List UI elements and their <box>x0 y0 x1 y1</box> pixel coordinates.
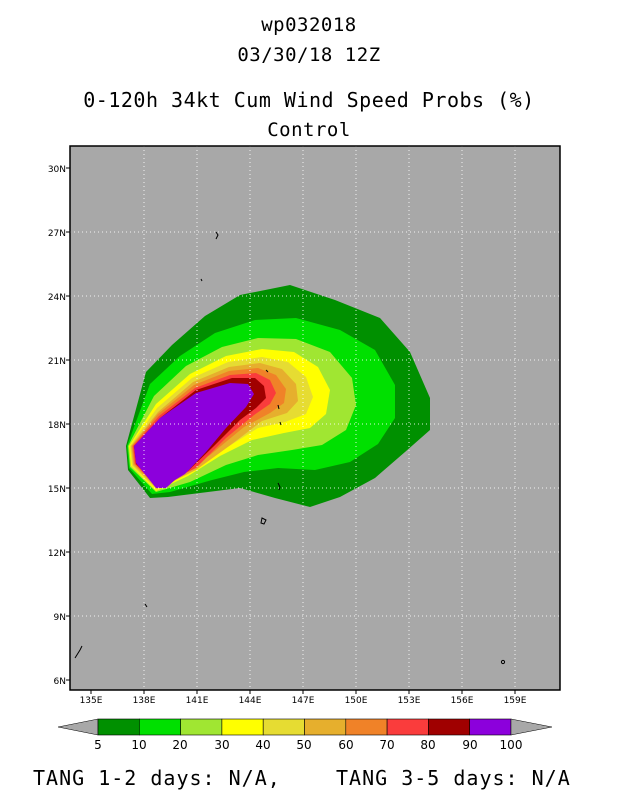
lon-label-159e: 159E <box>504 696 527 706</box>
legend-swatch-5 <box>97 718 140 736</box>
island-saipan <box>277 482 281 491</box>
model-title: Control <box>267 119 351 141</box>
legend-label-30: 30 <box>214 738 229 752</box>
lat-label-6n: 6N <box>54 677 66 687</box>
island-pohnpei <box>500 659 506 665</box>
legend-swatch-40 <box>262 718 305 736</box>
island-iwo <box>215 231 219 240</box>
legend-swatch-90 <box>469 718 512 736</box>
legend-label-100: 100 <box>500 738 523 752</box>
lat-label-21n: 21N <box>48 357 66 367</box>
axis-ticks <box>66 167 516 694</box>
lon-label-144e: 144E <box>239 696 262 706</box>
legend-swatch-20 <box>180 718 223 736</box>
island-guam <box>260 517 267 525</box>
product-title: 0-120h 34kt Cum Wind Speed Probs (%) <box>83 88 535 112</box>
legend-right-arrow <box>510 718 553 736</box>
legend-swatch-60 <box>345 718 388 736</box>
island-pagan <box>277 404 280 410</box>
lon-labels: 135E 138E 141E 144E 147E 150E 153E 156E … <box>80 696 527 706</box>
lat-label-12n: 12N <box>48 549 66 559</box>
legend-label-20: 20 <box>172 738 187 752</box>
islands <box>74 231 506 665</box>
legend-labels: 5 10 20 30 40 50 60 70 80 90 100 <box>94 738 522 752</box>
lon-label-156e: 156E <box>451 696 474 706</box>
legend-label-5: 5 <box>94 738 102 752</box>
legend-label-60: 60 <box>338 738 353 752</box>
legend-swatch-10 <box>139 718 181 736</box>
legend-swatches <box>97 718 512 736</box>
lon-label-138e: 138E <box>133 696 156 706</box>
island-minami <box>200 278 203 282</box>
legend-label-80: 80 <box>420 738 435 752</box>
grid-lines <box>70 146 560 690</box>
legend-swatch-70 <box>386 718 429 736</box>
tang-3-5-days: TANG 3-5 days: N/A <box>336 766 571 790</box>
datetime-title: 03/30/18 12Z <box>237 44 381 66</box>
lon-label-141e: 141E <box>186 696 209 706</box>
island-yap <box>144 603 148 608</box>
color-legend: 5 10 20 30 40 50 60 70 80 90 100 <box>57 718 553 752</box>
storm-id-title: wp032018 <box>261 14 357 36</box>
lon-label-147e: 147E <box>292 696 315 706</box>
legend-label-70: 70 <box>379 738 394 752</box>
island-alamagan <box>279 421 282 426</box>
island-palau <box>74 645 83 659</box>
legend-label-40: 40 <box>255 738 270 752</box>
legend-label-50: 50 <box>296 738 311 752</box>
legend-left-arrow <box>57 718 99 736</box>
lat-label-30n: 30N <box>48 165 66 175</box>
lat-label-18n: 18N <box>48 421 66 431</box>
lat-label-24n: 24N <box>48 293 66 303</box>
legend-label-10: 10 <box>131 738 146 752</box>
lon-label-135e: 135E <box>80 696 103 706</box>
legend-swatch-30 <box>221 718 264 736</box>
legend-label-90: 90 <box>462 738 477 752</box>
map-frame <box>69 145 561 691</box>
island-marianas-n <box>265 369 269 373</box>
tang-1-2-days: TANG 1-2 days: N/A, <box>33 766 281 790</box>
legend-swatch-50 <box>304 718 347 736</box>
legend-swatch-80 <box>428 718 470 736</box>
lon-label-153e: 153E <box>398 696 421 706</box>
lat-label-9n: 9N <box>54 613 66 623</box>
lat-label-27n: 27N <box>48 229 66 239</box>
lat-label-15n: 15N <box>48 485 66 495</box>
contour-90 <box>134 383 254 488</box>
lat-labels: 30N 27N 24N 21N 18N 15N 12N 9N 6N <box>48 165 66 687</box>
probability-contours <box>126 285 430 507</box>
lon-label-150e: 150E <box>345 696 368 706</box>
